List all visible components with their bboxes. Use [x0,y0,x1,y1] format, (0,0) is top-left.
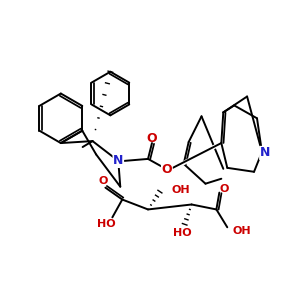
Text: O: O [161,163,172,176]
Text: N: N [113,154,124,167]
Text: O: O [147,132,157,145]
Text: O: O [99,176,108,186]
Text: N: N [260,146,270,160]
Text: OH: OH [172,184,190,195]
Text: HO: HO [97,219,116,229]
Text: O: O [220,184,229,194]
Text: OH: OH [232,226,251,236]
Text: HO: HO [173,228,192,238]
